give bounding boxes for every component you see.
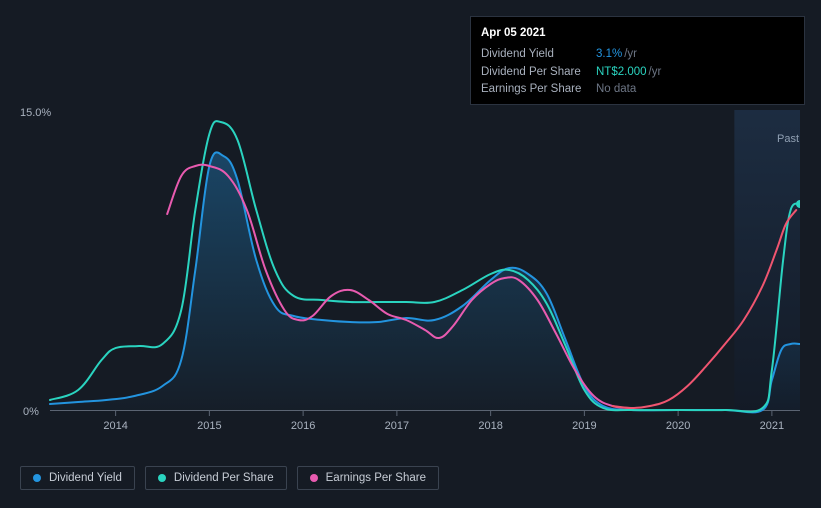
legend-label: Earnings Per Share [326, 472, 426, 484]
legend-label: Dividend Yield [49, 472, 122, 484]
x-tick-label: 2018 [478, 420, 502, 432]
x-tick-label: 2017 [385, 420, 409, 432]
tooltip-row-value: NT$2.000 [596, 64, 647, 81]
tooltip-row-key: Dividend Yield [481, 46, 596, 63]
tooltip-row-key: Dividend Per Share [481, 64, 596, 81]
tooltip-row-value: 3.1% [596, 46, 622, 63]
tooltip-row-unit: /yr [649, 64, 662, 81]
legend-item[interactable]: Earnings Per Share [297, 466, 439, 490]
chart-legend: Dividend Yield Dividend Per Share Earnings… [20, 466, 439, 490]
tooltip-row-unit: /yr [624, 46, 637, 63]
legend-dot [310, 474, 318, 482]
legend-label: Dividend Per Share [174, 472, 274, 484]
tooltip-row: Earnings Per ShareNo data [481, 81, 794, 98]
x-tick-label: 2020 [666, 420, 690, 432]
chart-tooltip: Apr 05 2021 Dividend Yield3.1% /yrDivide… [470, 16, 805, 105]
legend-dot [33, 474, 41, 482]
chart-svg [20, 110, 800, 440]
x-tick-label: 2021 [760, 420, 784, 432]
tooltip-row: Dividend Per ShareNT$2.000 /yr [481, 64, 794, 81]
tooltip-row-key: Earnings Per Share [481, 81, 596, 98]
tooltip-date: Apr 05 2021 [481, 25, 794, 42]
legend-item[interactable]: Dividend Per Share [145, 466, 287, 490]
tooltip-row: Dividend Yield3.1% /yr [481, 46, 794, 63]
line-chart [20, 110, 800, 420]
tooltip-row-value: No data [596, 81, 636, 98]
legend-dot [158, 474, 166, 482]
x-tick-label: 2015 [197, 420, 221, 432]
legend-item[interactable]: Dividend Yield [20, 466, 135, 490]
x-tick-label: 2016 [291, 420, 315, 432]
x-tick-label: 2014 [103, 420, 127, 432]
x-tick-label: 2019 [572, 420, 596, 432]
